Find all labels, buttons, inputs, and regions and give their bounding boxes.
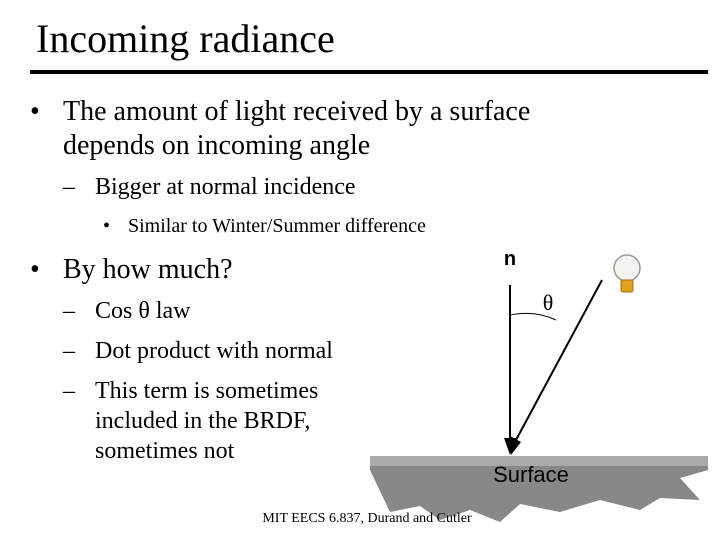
bullet-text: By how much? (63, 254, 233, 285)
bullet-text: depends on incoming angle (63, 130, 370, 161)
bullet-marker: – (62, 338, 76, 364)
bullet-text: Bigger at normal incidence (95, 174, 356, 200)
slide-title: Incoming radiance (36, 16, 335, 61)
bullet-text: Cos θ law (95, 298, 191, 324)
title-rule (30, 70, 708, 74)
normal-label: n (504, 248, 516, 270)
bullet-marker: – (62, 174, 76, 200)
surface (370, 456, 708, 522)
bullet-text: Dot product with normal (95, 338, 333, 364)
angle-arc (509, 312, 557, 321)
light-bulb (613, 254, 641, 293)
slide-body: • The amount of light received by a surfa… (30, 96, 530, 464)
bullet-text: The amount of light received by a surfac… (63, 96, 530, 127)
bullet-text: This term is sometimes (95, 378, 318, 404)
bullet-marker: – (62, 378, 76, 404)
bullet-text: included in the BRDF, (95, 408, 310, 434)
surface-label: Surface (493, 462, 569, 487)
bullet-marker: • (30, 254, 40, 285)
ray-arrowhead (510, 436, 521, 455)
bullet-marker: • (103, 215, 110, 237)
bullet-marker: – (62, 298, 76, 324)
angle-label: θ (543, 290, 554, 315)
footer: MIT EECS 6.837, Durand and Cutler (262, 511, 472, 526)
surface-top (370, 456, 708, 466)
diagram: n θ Surface (370, 248, 708, 522)
bullet-text: Similar to Winter/Summer difference (128, 215, 426, 237)
incoming-ray (515, 279, 603, 441)
bullet-text: sometimes not (95, 438, 235, 464)
bullet-marker: • (30, 96, 40, 127)
